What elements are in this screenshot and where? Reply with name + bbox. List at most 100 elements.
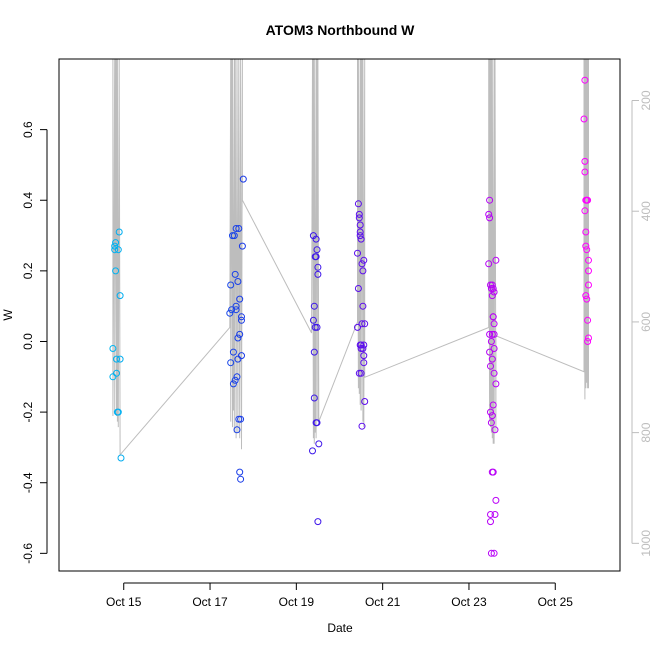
right-axis-tick-label: 800 xyxy=(639,422,650,442)
data-point xyxy=(115,228,123,236)
data-point xyxy=(583,295,591,303)
data-point xyxy=(584,316,592,324)
data-point xyxy=(228,306,236,314)
data-point xyxy=(357,235,365,243)
data-point xyxy=(312,253,320,261)
data-point xyxy=(234,278,242,285)
data-point xyxy=(112,239,120,247)
data-point xyxy=(111,242,119,250)
data-point xyxy=(492,496,500,504)
data-point xyxy=(117,454,125,462)
right-axis-tick-label: 400 xyxy=(639,201,650,221)
data-point xyxy=(358,320,366,328)
data-point xyxy=(489,401,497,409)
data-point xyxy=(582,242,590,250)
y-tick-label: -0.6 xyxy=(21,543,35,564)
data-point xyxy=(585,334,592,342)
data-point xyxy=(313,419,321,427)
right-axis-tick-label: 1000 xyxy=(639,530,650,557)
x-axis-label: Date xyxy=(327,621,353,635)
data-point xyxy=(359,267,367,275)
data-point xyxy=(310,394,318,402)
data-point xyxy=(232,225,240,232)
data-point xyxy=(485,210,493,218)
data-point xyxy=(229,348,237,356)
data-point xyxy=(490,330,498,338)
data-point xyxy=(315,440,323,448)
data-point xyxy=(489,313,497,321)
right-axis-tick-label: 200 xyxy=(639,90,650,110)
data-point xyxy=(357,369,365,377)
data-point xyxy=(237,475,245,483)
data-point xyxy=(581,207,589,215)
data-point xyxy=(355,210,363,218)
data-point xyxy=(309,447,316,455)
data-point xyxy=(232,302,240,310)
data-point xyxy=(485,260,493,268)
data-point xyxy=(231,376,239,384)
data-point xyxy=(487,419,495,427)
data-point xyxy=(491,426,499,434)
data-point xyxy=(237,415,245,423)
data-point xyxy=(581,157,589,165)
plot-frame xyxy=(58,58,621,572)
data-point xyxy=(356,221,364,229)
x-tick-label: Oct 25 xyxy=(538,595,574,609)
data-point xyxy=(360,256,368,264)
data-point xyxy=(314,270,322,278)
data-point xyxy=(236,295,244,303)
data-point xyxy=(313,246,321,254)
data-point xyxy=(310,302,318,310)
data-point xyxy=(235,225,243,232)
data-point xyxy=(112,267,120,275)
y-tick-label: -0.2 xyxy=(21,401,35,422)
points-layer xyxy=(109,76,592,557)
data-point xyxy=(238,352,245,360)
data-point xyxy=(487,549,495,557)
data-point xyxy=(238,313,245,321)
data-point xyxy=(356,228,364,236)
data-point xyxy=(356,232,364,240)
data-point xyxy=(229,380,237,388)
data-point xyxy=(239,175,247,183)
data-point xyxy=(491,511,499,518)
y-tick-label: 0.2 xyxy=(21,262,35,279)
data-point xyxy=(360,352,368,360)
y-axis-label: W xyxy=(1,309,15,321)
data-point xyxy=(312,235,320,243)
data-point xyxy=(487,518,494,526)
data-point xyxy=(354,323,361,331)
data-point xyxy=(230,232,238,240)
data-point xyxy=(234,355,242,363)
data-point xyxy=(227,359,235,367)
data-point xyxy=(111,246,119,254)
data-point xyxy=(584,338,592,345)
data-point xyxy=(488,412,496,420)
x-tick-label: Oct 19 xyxy=(279,595,315,609)
data-point xyxy=(358,260,366,268)
data-point xyxy=(490,288,498,296)
data-point xyxy=(361,398,369,405)
data-point xyxy=(488,281,496,289)
data-point xyxy=(486,196,494,204)
data-point xyxy=(231,270,239,278)
data-point xyxy=(238,242,246,250)
data-point xyxy=(360,341,368,349)
x-tick-label: Oct 17 xyxy=(192,595,228,609)
data-point xyxy=(359,302,367,310)
data-point xyxy=(314,518,322,526)
y-tick-label: 0.0 xyxy=(21,333,35,350)
data-point xyxy=(114,408,122,416)
x-tick-label: Oct 23 xyxy=(451,595,487,609)
data-point xyxy=(583,246,591,254)
data-point xyxy=(116,292,124,300)
data-point xyxy=(359,345,367,352)
data-point xyxy=(490,369,498,377)
overlay-line xyxy=(112,58,589,457)
y-tick-label: 0.4 xyxy=(21,192,35,209)
data-point xyxy=(581,76,589,84)
data-point xyxy=(233,373,241,381)
data-point xyxy=(358,422,366,430)
data-point xyxy=(354,249,361,257)
